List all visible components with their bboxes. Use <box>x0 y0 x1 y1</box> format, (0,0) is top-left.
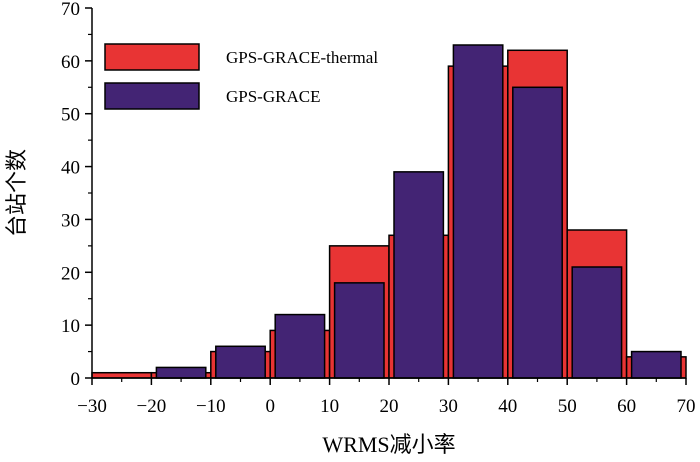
bar-grace-4 <box>393 171 445 379</box>
bar-grace-0 <box>155 366 207 379</box>
bar-grace-2 <box>274 313 326 379</box>
x-tick-label: 30 <box>439 396 458 417</box>
series-gps-grace-bars <box>155 44 682 379</box>
bar-grace-3 <box>333 282 385 379</box>
x-tick-label: 10 <box>320 396 339 417</box>
x-tick-label: 20 <box>380 396 399 417</box>
x-tick-label: 70 <box>677 396 696 417</box>
legend-label-0: GPS-GRACE-thermal <box>226 48 378 67</box>
y-tick-label: 50 <box>61 105 80 126</box>
legend-swatch-0 <box>104 43 200 71</box>
y-tick-label: 40 <box>61 158 80 179</box>
x-tick-label: −30 <box>77 396 107 417</box>
y-axis-title: 台站个数 <box>4 149 29 237</box>
legend: GPS-GRACE-thermal GPS-GRACE <box>104 43 378 110</box>
y-tick-label: 0 <box>71 369 81 390</box>
x-tick-label: −10 <box>196 396 226 417</box>
legend-label-1: GPS-GRACE <box>226 87 320 106</box>
x-tick-label: 60 <box>617 396 636 417</box>
bar-grace-5 <box>452 44 504 379</box>
bar-grace-8 <box>630 350 682 379</box>
x-tick-label: 40 <box>498 396 517 417</box>
bar-grace-1 <box>215 345 266 379</box>
legend-swatch-1 <box>104 82 200 110</box>
x-tick-label: 0 <box>265 396 275 417</box>
x-axis-title: WRMS减小率 <box>322 432 455 457</box>
x-tick-label: −20 <box>137 396 167 417</box>
bar-thermal-0 <box>91 371 153 379</box>
y-tick-label: 30 <box>61 210 80 231</box>
y-tick-label: 10 <box>61 316 80 337</box>
y-tick-label: 60 <box>61 52 80 73</box>
bar-grace-6 <box>512 86 563 379</box>
y-tick-label: 20 <box>61 263 80 284</box>
axes: 0 10 20 30 40 50 60 70 −30 −20 −10 0 10 20 30 40 50 60 70 W… <box>4 0 696 457</box>
x-tick-label: 50 <box>558 396 577 417</box>
bar-grace-7 <box>571 266 623 379</box>
y-tick-label: 70 <box>61 0 80 20</box>
